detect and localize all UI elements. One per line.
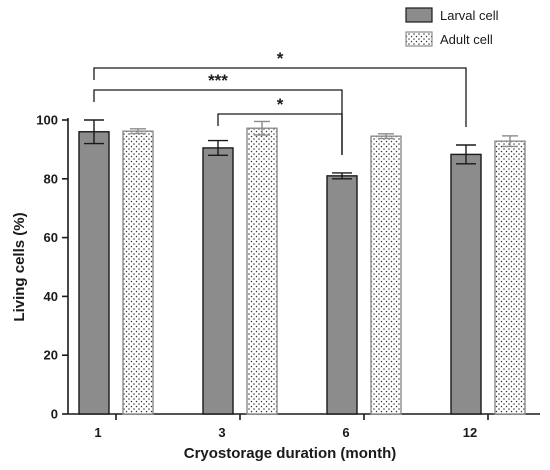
x-tick-label: 12: [463, 425, 477, 440]
legend-label: Larval cell: [440, 8, 499, 23]
plot-area: 0 20 40 60 80 100 1 3 6 12 Cryostorage duration (m…: [11, 49, 540, 462]
y-tick-label: 80: [44, 171, 58, 186]
bar-adult-1: [122, 130, 154, 415]
bar-larval-12: [450, 153, 482, 415]
significance-bracket: [217, 113, 343, 155]
legend-swatch: [405, 7, 433, 23]
significance-label: ***: [208, 71, 228, 90]
bar-adult-12: [494, 140, 526, 415]
bar-adult-3: [246, 127, 278, 415]
y-tick-label: 20: [44, 348, 58, 363]
significance-bracket: [93, 67, 467, 127]
x-tick-label: 3: [218, 425, 225, 440]
y-tick-label: 0: [51, 407, 58, 422]
legend-swatch: [405, 31, 433, 47]
y-axis-title: Living cells (%): [11, 212, 28, 321]
y-tick-label: 60: [44, 230, 58, 245]
legend-label: Adult cell: [440, 32, 493, 47]
x-tick-label: 1: [94, 425, 101, 440]
bar-adult-6: [370, 135, 402, 415]
significance-label: *: [277, 95, 284, 114]
x-axis-title: Cryostorage duration (month): [184, 445, 397, 462]
y-tick-label: 40: [44, 289, 58, 304]
bar-larval-6: [326, 175, 358, 415]
significance-label: *: [277, 49, 284, 68]
bar-larval-1: [78, 131, 110, 415]
y-tick-label: 100: [36, 113, 58, 128]
bar-larval-3: [202, 147, 234, 415]
x-tick-label: 6: [342, 425, 349, 440]
legend: Larval cell Adult cell: [405, 7, 499, 47]
